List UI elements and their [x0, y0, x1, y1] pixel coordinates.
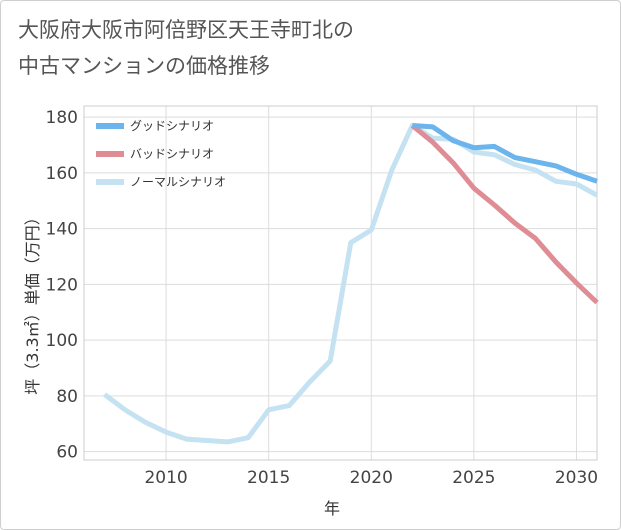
legend-label: バッドシナリオ: [130, 147, 214, 161]
tick-labels: 60 80 100 120 140 160 180 2010 2015 2020 2025 2030: [46, 108, 599, 488]
y-tick-label: 160: [46, 164, 78, 184]
series-lines: [103, 123, 599, 445]
series-line-3: [103, 123, 599, 445]
y-tick-label: 180: [46, 108, 78, 128]
y-tick-label: 100: [46, 331, 78, 351]
y-tick-label: 60: [56, 443, 78, 463]
legend-label: グッドシナリオ: [130, 119, 214, 133]
x-tick-label: 2010: [144, 468, 187, 488]
chart-title: 大阪府大阪市阿倍野区天王寺町北の 中古マンションの価格推移: [18, 18, 354, 78]
plot-border: [83, 105, 598, 461]
series-line-1: [412, 123, 598, 184]
x-tick-label: 2030: [555, 468, 598, 488]
x-axis-title: 年: [324, 499, 340, 518]
x-tick-label: 2020: [350, 468, 393, 488]
series-line-2: [410, 123, 599, 305]
x-tick-label: 2025: [452, 468, 495, 488]
y-tick-label: 120: [46, 275, 78, 295]
y-tick-label: 80: [56, 387, 78, 407]
y-tick-label: 140: [46, 220, 78, 240]
legend-label: ノーマルシナリオ: [130, 175, 226, 189]
x-tick-label: 2015: [247, 468, 290, 488]
y-axis-title: 坪（3.3㎡）単価（万円）: [23, 209, 42, 394]
